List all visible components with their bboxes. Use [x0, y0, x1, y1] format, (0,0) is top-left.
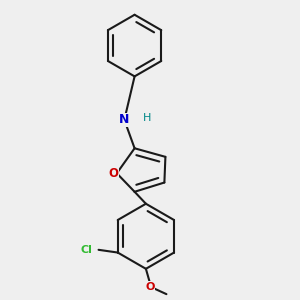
- Text: O: O: [145, 282, 155, 292]
- Text: H: H: [142, 113, 151, 123]
- Text: Cl: Cl: [81, 245, 93, 255]
- Text: N: N: [119, 113, 130, 126]
- Text: O: O: [108, 167, 118, 180]
